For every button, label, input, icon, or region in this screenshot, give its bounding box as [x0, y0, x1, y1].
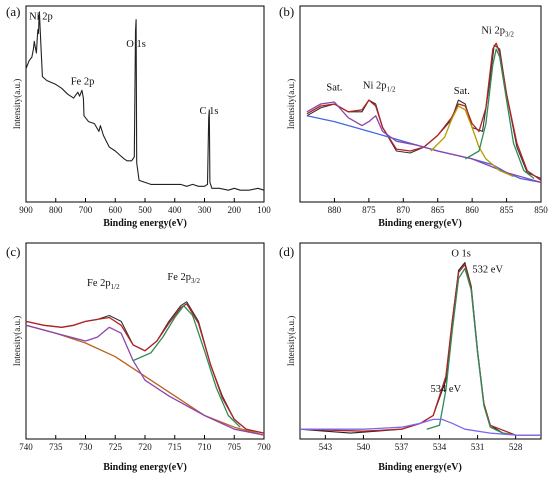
y-axis-label-d: Intensity(a.u.)	[286, 316, 296, 366]
x-tick-label-c-0: 740	[19, 442, 33, 452]
x-tick-label-a-3: 600	[109, 205, 123, 215]
x-tick-label-a-4: 500	[138, 205, 152, 215]
x-tick-label-c-8: 700	[257, 442, 271, 452]
x-axis-label-b: Binding energy(eV)	[378, 218, 462, 229]
x-tick-label-c-7: 705	[228, 442, 242, 452]
annotation-c-0: Fe 2p1/2	[87, 278, 120, 291]
y-axis-label-c: Intensity(a.u.)	[12, 316, 22, 366]
x-tick-label-d-4: 531	[471, 442, 485, 452]
panel-a: (a) 900 800 700 600 500 400 300 200 100 Ni 2p Fe …	[6, 4, 271, 229]
x-tick-label-d-5: 528	[509, 442, 523, 452]
y-axis-label-a: Intensity(a.u.)	[12, 79, 22, 129]
x-tick-label-a-6: 300	[198, 205, 212, 215]
x-tick-label-a-1: 800	[49, 205, 63, 215]
x-tick-label-b-4: 860	[465, 205, 479, 215]
annotations-c: Fe 2p1/2 Fe 2p3/2	[87, 272, 200, 291]
x-tick-label-b-5: 855	[500, 205, 514, 215]
series-line-c-0	[25, 301, 265, 434]
series-line-b-3	[306, 101, 542, 184]
plot-frame-b	[299, 5, 542, 203]
annotation-d-1: 532 eV	[472, 264, 503, 275]
annotation-b-3: Ni 2p3/2	[481, 25, 514, 38]
series-line-d-2	[426, 267, 516, 436]
x-tick-label-b-0: 880	[328, 205, 342, 215]
curves-d	[299, 262, 541, 436]
x-axis-label-a: Binding energy(eV)	[103, 218, 187, 229]
panel-label-d: (d)	[279, 244, 294, 259]
annotation-a-2: O 1s	[126, 39, 146, 50]
series-line-b-5	[464, 48, 535, 180]
plot-frame-d	[299, 242, 542, 440]
x-tick-label-a-8: 100	[257, 205, 271, 215]
annotations-b: Sat. Ni 2p1/2 Sat. Ni 2p3/2	[326, 25, 514, 97]
annotation-a-0: Ni 2p	[29, 12, 53, 23]
x-tick-label-b-3: 865	[431, 205, 445, 215]
x-tick-label-d-3: 534	[433, 442, 447, 452]
x-tick-label-b-2: 870	[397, 205, 411, 215]
ticks-a: 900 800 700 600 500 400 300 200 100	[19, 198, 271, 215]
panel-b: (b) 880 875 870 865 860 855 850 Sat. Ni 2p1/2 Sa…	[279, 4, 548, 229]
curves-c	[25, 301, 265, 436]
plot-frame-a	[25, 5, 265, 203]
x-tick-label-d-0: 543	[319, 442, 333, 452]
x-tick-label-c-5: 715	[168, 442, 182, 452]
annotations-a: Ni 2p Fe 2p O 1s C 1s	[29, 12, 218, 117]
annotation-c-1: Fe 2p3/2	[167, 272, 200, 285]
x-tick-label-d-1: 540	[357, 442, 371, 452]
x-tick-label-a-0: 900	[19, 205, 33, 215]
x-tick-label-c-2: 730	[79, 442, 93, 452]
ticks-d: 543 540 537 534 531 528	[319, 435, 523, 452]
series-line-d-3	[300, 418, 541, 436]
panel-label-b: (b)	[279, 4, 294, 19]
ticks-c: 740 735 730 725 720 715 710 705 700	[19, 435, 271, 452]
series-line-b-0	[306, 44, 542, 180]
curves-a	[25, 11, 265, 191]
x-tick-label-c-3: 725	[109, 442, 123, 452]
x-tick-label-a-2: 700	[79, 205, 93, 215]
y-axis-label-b: Intensity(a.u.)	[286, 79, 296, 129]
annotation-a-1: Fe 2p	[71, 76, 95, 87]
series-line-d-1	[299, 263, 541, 436]
x-tick-label-b-6: 850	[534, 205, 548, 215]
ticks-b: 880 875 870 865 860 855 850	[328, 198, 548, 215]
annotation-b-0: Sat.	[326, 82, 342, 93]
x-tick-label-c-6: 710	[198, 442, 212, 452]
series-line-c-1	[25, 303, 265, 434]
series-line-d-0	[299, 262, 541, 436]
series-line-b-4	[430, 105, 514, 178]
x-axis-label-d: Binding energy(eV)	[378, 462, 462, 473]
panel-c: (c) 740 735 730 725 720 715 710 705 700 Fe 2p1/2…	[6, 242, 271, 473]
annotation-a-3: C 1s	[199, 106, 218, 117]
annotation-d-0: O 1s	[451, 249, 471, 260]
annotation-b-2: Sat.	[454, 86, 470, 97]
series-line-a-0	[25, 11, 265, 191]
series-line-b-1	[306, 42, 542, 181]
x-tick-label-d-2: 537	[395, 442, 409, 452]
x-tick-label-c-1: 735	[49, 442, 63, 452]
annotation-b-1: Ni 2p1/2	[363, 80, 396, 93]
annotation-d-2: 534 eV	[431, 384, 462, 395]
panel-label-c: (c)	[6, 244, 20, 259]
curves-b	[306, 42, 542, 184]
series-line-c-4	[132, 305, 241, 428]
x-tick-label-a-7: 200	[228, 205, 242, 215]
series-line-c-3	[25, 324, 265, 436]
panel-label-a: (a)	[6, 4, 20, 19]
x-tick-label-b-1: 875	[362, 205, 376, 215]
x-tick-label-c-4: 720	[138, 442, 152, 452]
x-tick-label-a-5: 400	[168, 205, 182, 215]
x-axis-label-c: Binding energy(eV)	[103, 462, 187, 473]
